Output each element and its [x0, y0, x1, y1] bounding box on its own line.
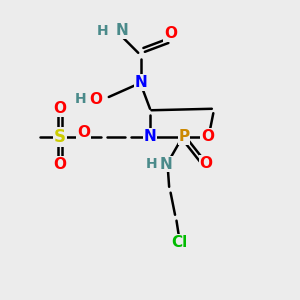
Text: O: O — [201, 129, 214, 144]
Text: N: N — [160, 157, 172, 172]
Text: O: O — [200, 156, 212, 171]
Text: P: P — [178, 129, 189, 144]
Text: O: O — [164, 26, 177, 41]
Text: H: H — [146, 157, 157, 171]
Text: N: N — [135, 75, 148, 90]
Text: N: N — [116, 23, 128, 38]
Text: H: H — [75, 92, 87, 106]
Text: S: S — [54, 128, 66, 146]
Text: N: N — [144, 129, 156, 144]
Text: O: O — [89, 92, 102, 107]
Text: O: O — [54, 101, 67, 116]
Text: H: H — [97, 24, 109, 38]
Text: O: O — [54, 157, 67, 172]
Text: O: O — [77, 125, 90, 140]
Text: Cl: Cl — [171, 235, 188, 250]
